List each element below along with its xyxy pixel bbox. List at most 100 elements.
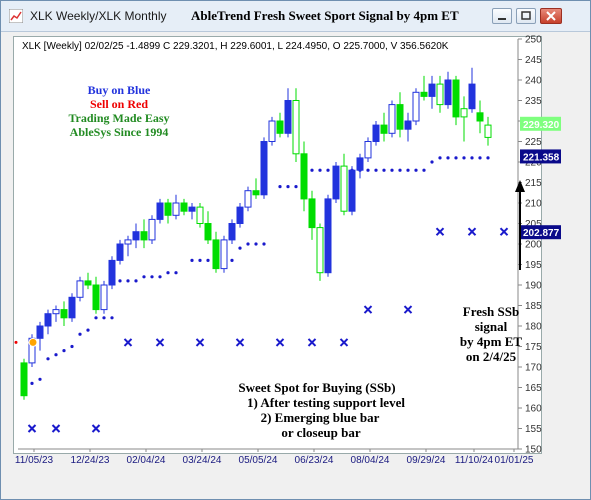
price-chart[interactable]: 1501551601651701751801851901952002052102… [14, 35, 561, 466]
x-mark-stroke [27, 424, 37, 433]
candle-body [36, 325, 44, 339]
x-mark-stroke [123, 338, 133, 347]
support-dot [174, 271, 178, 275]
legend-buy: Buy on Blue [88, 83, 151, 97]
support-dot [46, 357, 50, 361]
y-tick-label: 180 [525, 322, 542, 333]
support-dot [454, 156, 458, 160]
candle-body [172, 202, 180, 216]
support-dot [430, 160, 434, 164]
price-tag: 221.358 [520, 149, 561, 164]
price-tag-bg [520, 116, 561, 131]
candle [484, 116, 492, 146]
candle [444, 71, 452, 109]
candle [92, 276, 100, 314]
candle [316, 223, 324, 281]
candle-body [460, 108, 468, 118]
x-tick-label: 06/23/24 [295, 455, 334, 466]
candle-body [444, 79, 452, 106]
legend-tagline-1: Trading Made Easy [68, 111, 169, 125]
support-dot [38, 377, 42, 381]
candle-body [364, 141, 372, 159]
candle-body [476, 112, 484, 122]
minimize-button[interactable] [492, 8, 512, 24]
y-tick-label: 210 [525, 199, 542, 210]
candle-body [220, 239, 228, 270]
candle [388, 100, 396, 138]
price-tag-label: 221.358 [523, 152, 560, 163]
close-button[interactable] [540, 8, 562, 24]
price-tag-bg [520, 225, 561, 240]
candles [14, 67, 492, 400]
candle [468, 67, 476, 113]
x-mark-stroke [403, 305, 413, 314]
x-tick-label: 08/04/24 [351, 455, 390, 466]
sweet-spot-step-3: or closeup bar [281, 425, 360, 440]
support-dot [158, 275, 162, 279]
support-dot [382, 168, 386, 172]
candle-body [132, 231, 140, 241]
support-dot [390, 168, 394, 172]
maximize-button[interactable] [516, 8, 536, 24]
x-mark-stroke [307, 338, 317, 347]
candle-body [196, 206, 204, 225]
x-mark-stroke [339, 338, 349, 347]
support-dot [414, 168, 418, 172]
candle-body [20, 362, 28, 397]
x-mark [339, 338, 349, 347]
candle [196, 203, 204, 228]
x-mark [435, 227, 445, 236]
candle-body [60, 309, 68, 319]
support-dot [86, 328, 90, 332]
window-title: XLK Weekly/XLK Monthly [30, 9, 167, 23]
price-tag-label: 229.320 [523, 120, 560, 131]
candle [156, 198, 164, 224]
x-mark [195, 338, 205, 347]
x-tick-label: 11/10/24 [455, 455, 494, 466]
candle [68, 293, 76, 322]
candle-body [428, 83, 436, 97]
support-dot [70, 344, 74, 349]
y-tick-label: 250 [525, 35, 542, 46]
candle [148, 215, 156, 244]
y-tick-label: 190 [525, 281, 542, 292]
candle [84, 272, 92, 290]
chart-area[interactable]: 150 155 160 165 170 175 180 185 190 195 200 205 210 2… [13, 35, 561, 466]
support-dot [374, 168, 378, 172]
candle-body [92, 284, 100, 311]
candle-body [292, 100, 300, 155]
candle-body [236, 206, 244, 225]
candle-body [404, 120, 412, 130]
candle [20, 358, 28, 400]
y-tick-label: 225 [525, 137, 542, 148]
y-tick-label: 150 [525, 445, 542, 456]
candle-body [204, 223, 212, 241]
candle [132, 223, 140, 249]
candle-body [484, 124, 492, 138]
y-tick-label: 170 [525, 363, 542, 374]
candle-body [44, 313, 52, 327]
support-dot [398, 168, 402, 172]
candle-body [324, 198, 332, 274]
x-mark-stroke [155, 338, 165, 347]
y-tick-label: 200 [525, 240, 542, 251]
y-tick-label: 195 [525, 260, 542, 271]
support-dot [286, 185, 290, 189]
candle-body [420, 91, 428, 97]
support-dot [238, 246, 242, 250]
candle-body [52, 309, 60, 315]
candle-body [164, 202, 172, 216]
candle-body [180, 202, 188, 212]
candle [276, 112, 284, 138]
support-dot [102, 316, 106, 320]
support-dot [294, 185, 298, 189]
candle [460, 96, 468, 142]
candle-body [452, 79, 460, 118]
support-dot [190, 258, 194, 262]
candle-body [412, 91, 420, 122]
candle [236, 203, 244, 228]
candle-body [436, 83, 444, 106]
close-icon [546, 11, 556, 21]
x-mark [467, 227, 477, 236]
price-tag: 229.320 [520, 116, 561, 131]
